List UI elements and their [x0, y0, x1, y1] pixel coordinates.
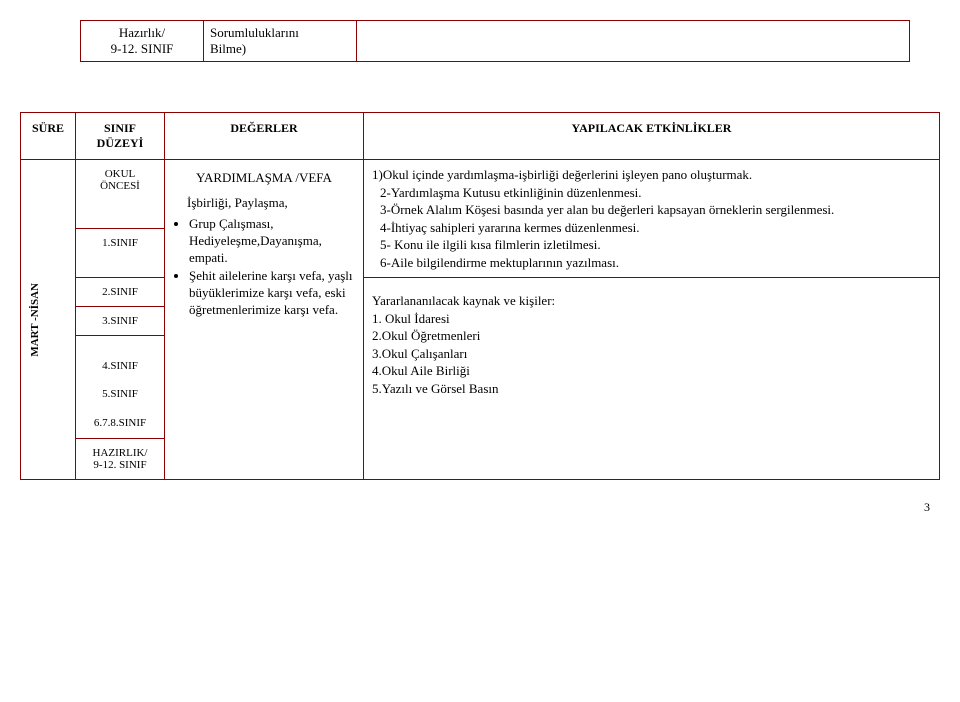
- values-cell: YARDIMLAŞMA /VEFA İşbirliği, Paylaşma, G…: [165, 160, 364, 480]
- act2-r2: 2.Okul Öğretmenleri: [372, 327, 931, 345]
- level-1sinif: 1.SINIF: [76, 229, 165, 278]
- act1-line2: 2-Yardımlaşma Kutusu etkinliğinin düzenl…: [380, 184, 931, 202]
- level-3sinif: 3.SINIF: [76, 307, 165, 336]
- act2-r1: 1. Okul İdaresi: [372, 310, 931, 328]
- top-col3-empty: [357, 21, 910, 62]
- header-sure: SÜRE: [21, 113, 76, 160]
- level-hazirlik: HAZIRLIK/ 9-12. SINIF: [76, 439, 165, 480]
- act1-line1: 1)Okul içinde yardımlaşma-işbirliği değe…: [372, 166, 931, 184]
- act2-head: Yararlananılacak kaynak ve kişiler:: [372, 292, 931, 310]
- level-678sinif: 6.7.8.SINIF: [94, 417, 146, 429]
- act2-r3: 3.Okul Çalışanları: [372, 345, 931, 363]
- level-5sinif: 5.SINIF: [102, 388, 138, 400]
- level-2sinif: 2.SINIF: [76, 278, 165, 307]
- header-sinif-duzeyi: SINIF DÜZEYİ: [76, 113, 165, 160]
- top-fragment-table: Hazırlık/ 9-12. SINIF Sorumluluklarını B…: [80, 20, 910, 62]
- header-degerler: DEĞERLER: [165, 113, 364, 160]
- act1-line3: 3-Örnek Alalım Köşesi basında yer alan b…: [380, 201, 931, 219]
- activities-block-1: 1)Okul içinde yardımlaşma-işbirliği değe…: [364, 160, 940, 278]
- top-col2: Sorumluluklarını Bilme): [204, 21, 357, 62]
- act1-line5: 5- Konu ile ilgili kısa filmlerin izleti…: [380, 236, 931, 254]
- values-bullet-3: Şehit ailelerine karşı vefa, yaşlı büyük…: [189, 268, 355, 319]
- level-4sinif: 4.SINIF: [102, 360, 138, 372]
- page-number: 3: [20, 500, 940, 515]
- act1-line4: 4-İhtiyaç sahipleri yararına kermes düze…: [380, 219, 931, 237]
- main-plan-table: SÜRE SINIF DÜZEYİ DEĞERLER YAPILACAK ETK…: [20, 112, 940, 480]
- act2-r5: 5.Yazılı ve Görsel Basın: [372, 380, 931, 398]
- values-bullet-2: Grup Çalışması, Hediyeleşme,Dayanışma, e…: [189, 216, 355, 267]
- values-bullet-1: İşbirliği, Paylaşma,: [187, 195, 355, 212]
- sure-label: MART -NİSAN: [27, 275, 43, 365]
- level-okul-oncesi: OKUL ÖNCESİ: [76, 160, 165, 229]
- values-title: YARDIMLAŞMA /VEFA: [196, 170, 332, 185]
- header-etkinlikler: YAPILACAK ETKİNLİKLER: [364, 113, 940, 160]
- top-col1: Hazırlık/ 9-12. SINIF: [81, 21, 204, 62]
- act1-line6: 6-Aile bilgilendirme mektuplarının yazıl…: [380, 254, 931, 272]
- act2-r4: 4.Okul Aile Birliği: [372, 362, 931, 380]
- activities-block-2: Yararlananılacak kaynak ve kişiler: 1. O…: [364, 278, 940, 480]
- level-4-5-678: 4.SINIF 5.SINIF 6.7.8.SINIF: [76, 336, 165, 439]
